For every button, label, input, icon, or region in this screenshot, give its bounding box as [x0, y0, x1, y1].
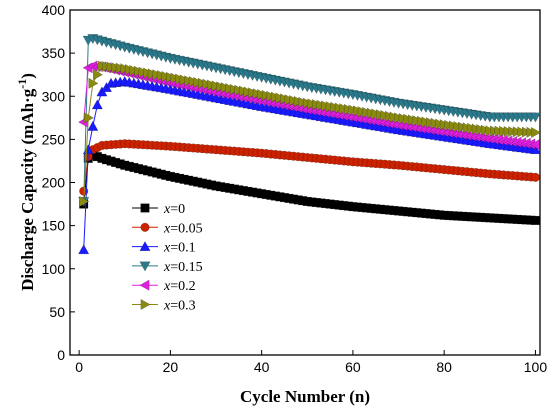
series-x-0-3 [79, 60, 542, 208]
x-tick-label: 40 [254, 359, 270, 375]
legend-marker [139, 279, 150, 291]
y-tick-label: 100 [42, 261, 66, 277]
legend-item: x=0 [132, 202, 185, 217]
legend-marker [139, 261, 151, 272]
legend-item: x=0.3 [132, 299, 196, 314]
legend-label: x=0.05 [163, 221, 203, 236]
legend-label: x=0 [163, 202, 185, 217]
data-point [78, 244, 90, 255]
y-tick-label: 150 [42, 218, 66, 234]
data-point [529, 138, 540, 151]
legend-label: x=0.15 [163, 260, 203, 275]
legend-value: =0.2 [170, 279, 195, 294]
plot-frame [69, 9, 541, 356]
y-axis-title-main: Discharge Capacity (mAh·g [18, 88, 37, 291]
x-axis: 0 20 40 60 80 100 [75, 350, 547, 375]
legend-value: =0.05 [170, 221, 202, 236]
legend-value: =0.3 [170, 299, 195, 314]
legend: x=0x=0.05x=0.1x=0.15x=0.2x=0.3 [132, 202, 203, 314]
legend-variable: x [163, 221, 171, 236]
data-point [530, 172, 540, 182]
legend-variable: x [163, 241, 171, 256]
y-tick-label: 350 [42, 45, 66, 61]
y-axis: 0 50 100 150 200 250 300 350 400 [42, 2, 75, 363]
data-point [531, 126, 542, 139]
x-tick-label: 100 [524, 359, 548, 375]
y-axis-title-exponent: -1 [15, 79, 29, 89]
legend-value: =0.15 [170, 260, 202, 275]
legend-variable: x [163, 299, 171, 314]
legend-label: x=0.1 [163, 241, 196, 256]
plot-area [78, 34, 542, 255]
legend-marker [140, 203, 150, 213]
legend-label: x=0.2 [163, 279, 196, 294]
legend-variable: x [163, 260, 171, 275]
data-point [93, 69, 104, 81]
data-point [91, 99, 103, 110]
data-point [530, 215, 540, 225]
x-axis-title: Cycle Number (n) [240, 387, 370, 406]
series-x-0 [79, 150, 540, 225]
x-tick-label: 80 [436, 359, 452, 375]
y-axis-title: Discharge Capacity (mAh·g-1) [15, 73, 37, 291]
data-point [83, 112, 94, 124]
x-tick-label: 0 [75, 359, 83, 375]
series-line [83, 37, 536, 202]
legend-item: x=0.05 [132, 221, 203, 236]
legend-variable: x [163, 202, 171, 217]
legend-variable: x [163, 279, 171, 294]
legend-marker [140, 298, 151, 311]
legend-item: x=0.2 [132, 279, 196, 294]
data-point [87, 120, 99, 131]
data-point [529, 144, 542, 155]
series-x-0-15 [78, 34, 542, 208]
y-tick-label: 50 [49, 304, 65, 320]
data-point [88, 77, 99, 89]
legend-value: =0.1 [170, 241, 195, 256]
legend-marker [139, 240, 151, 251]
data-point [529, 112, 542, 123]
x-tick-label: 60 [345, 359, 361, 375]
series-line [83, 154, 536, 221]
y-tick-label: 250 [42, 131, 66, 147]
series-x-0-1 [78, 75, 542, 255]
legend-label: x=0.3 [163, 299, 196, 314]
data-point [79, 195, 90, 208]
y-tick-label: 300 [42, 88, 66, 104]
legend-item: x=0.15 [132, 260, 203, 275]
legend-item: x=0.1 [132, 241, 196, 256]
x-tick-label: 20 [163, 359, 179, 375]
legend-marker [140, 222, 150, 232]
y-tick-label: 0 [57, 347, 65, 363]
y-tick-label: 200 [42, 175, 66, 191]
y-tick-label: 400 [42, 2, 66, 18]
y-axis-title-end: ) [18, 73, 37, 79]
legend-value: =0 [170, 202, 185, 217]
